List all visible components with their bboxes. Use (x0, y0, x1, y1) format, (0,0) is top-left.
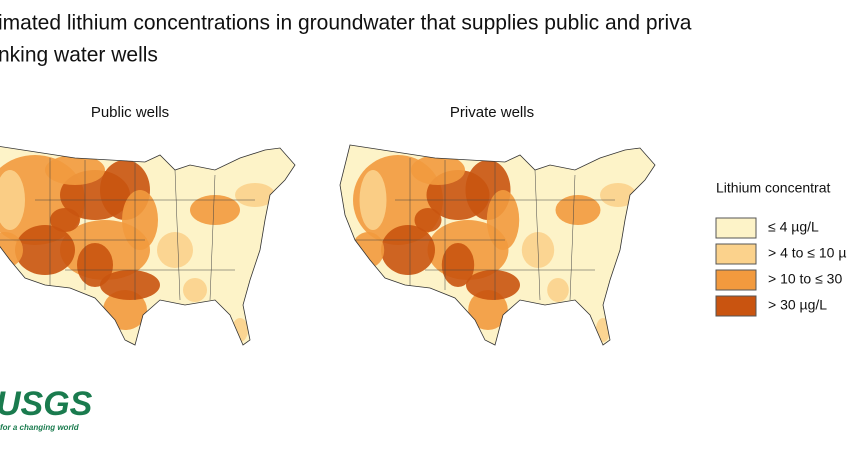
concentration-area (351, 232, 385, 268)
concentration-area (468, 290, 508, 330)
concentration-area (183, 278, 207, 302)
concentration-area (411, 155, 465, 185)
concentration-area (555, 195, 601, 225)
legend-swatch (715, 295, 757, 317)
legend-label: > 4 to ≤ 10 µ (768, 245, 846, 261)
legend-label: > 30 µg/L (768, 297, 827, 313)
legend-label: ≤ 4 µg/L (768, 219, 819, 235)
logo-tagline: for a changing world (0, 423, 80, 432)
legend-swatch (715, 269, 757, 291)
title-line: imated lithium concentrations in groundw… (0, 12, 692, 35)
concentration-area (0, 232, 23, 268)
title-line: nking water wells (0, 44, 158, 67)
legend-swatch (715, 217, 757, 239)
concentration-area (45, 155, 105, 185)
concentration-area (381, 225, 435, 275)
state-border (209, 174, 216, 301)
legend-swatch (715, 243, 757, 265)
state-border (569, 174, 576, 301)
logo: USGS (0, 385, 93, 423)
concentration-area (157, 232, 193, 268)
concentration-area (0, 170, 25, 230)
map (0, 144, 296, 346)
concentration-areas (351, 155, 636, 342)
legend: ≤ 4 µg/L > 4 to ≤ 10 µ > 10 to ≤ 30 > 30 µg… (715, 217, 846, 317)
map (339, 144, 656, 346)
concentration-area (547, 278, 569, 302)
map-label: Public wells (91, 104, 169, 121)
concentration-area (15, 225, 75, 275)
state-border (174, 169, 181, 301)
concentration-area (77, 243, 113, 287)
concentration-area (190, 195, 240, 225)
concentration-area (359, 170, 387, 230)
concentration-area (441, 243, 475, 287)
concentration-area (50, 208, 80, 232)
concentration-area (600, 183, 636, 207)
legend-title: Lithium concentrat (716, 180, 831, 196)
concentration-area (414, 208, 442, 232)
state-border (534, 169, 541, 301)
legend-label: > 10 to ≤ 30 (768, 271, 842, 287)
concentration-area (466, 270, 520, 300)
concentration-area (100, 270, 160, 300)
map-label: Private wells (450, 104, 534, 121)
concentration-areas (0, 155, 275, 342)
concentration-area (235, 183, 275, 207)
